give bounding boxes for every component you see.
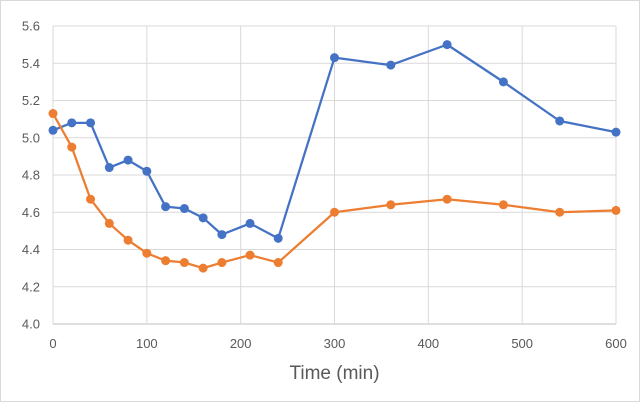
x-tick-label: 600: [605, 336, 627, 351]
data-point: [273, 258, 283, 268]
data-point: [555, 116, 565, 126]
data-point: [498, 200, 508, 210]
data-point: [104, 218, 114, 228]
data-point: [104, 163, 114, 173]
x-tick-label: 500: [511, 336, 533, 351]
y-tick-label: 5.0: [22, 130, 40, 145]
data-point: [386, 200, 396, 210]
x-tick-label: 100: [136, 336, 158, 351]
data-point: [611, 127, 621, 137]
data-point: [330, 207, 339, 217]
data-point: [123, 235, 133, 245]
data-point: [179, 258, 189, 268]
data-point: [386, 60, 396, 70]
data-point: [330, 53, 339, 63]
y-tick-label: 4.0: [22, 317, 40, 332]
data-point: [48, 109, 58, 119]
y-tick-label: 4.6: [22, 205, 40, 220]
data-point: [442, 194, 452, 204]
data-point: [555, 207, 565, 217]
data-point: [142, 248, 152, 258]
x-tick-label: 200: [230, 336, 252, 351]
data-point: [198, 213, 208, 223]
data-point: [67, 118, 77, 128]
data-point: [273, 233, 283, 243]
y-tick-label: 4.2: [22, 279, 40, 294]
series-1: [48, 40, 621, 243]
data-point: [179, 204, 189, 214]
y-tick-label: 4.8: [22, 168, 40, 183]
data-point: [442, 40, 452, 50]
y-tick-label: 5.6: [22, 19, 40, 34]
data-point: [611, 205, 621, 215]
x-axis-title: Time (min): [289, 363, 379, 384]
series-group: [48, 40, 621, 273]
x-tick-labels: 0 100 200 300 400 500 600: [49, 336, 626, 351]
data-point: [142, 166, 152, 176]
data-point: [86, 118, 96, 128]
series-2: [48, 109, 621, 273]
x-tick-label: 0: [49, 336, 56, 351]
data-point: [123, 155, 133, 165]
data-point: [198, 263, 208, 273]
y-tick-label: 5.4: [22, 56, 40, 71]
x-tick-label: 300: [324, 336, 346, 351]
data-point: [245, 218, 255, 228]
data-point: [161, 256, 171, 266]
data-point: [86, 194, 96, 204]
data-point: [67, 142, 77, 152]
data-point: [217, 258, 227, 268]
gridlines: [52, 25, 617, 325]
series-line: [52, 43, 617, 240]
data-point: [48, 125, 58, 135]
x-tick-label: 400: [417, 336, 439, 351]
data-point: [161, 202, 171, 212]
y-tick-label: 4.4: [22, 242, 40, 257]
y-tick-label: 5.2: [22, 93, 40, 108]
series-line: [52, 112, 617, 270]
data-point: [217, 230, 227, 240]
data-point: [498, 77, 508, 87]
y-tick-labels: 4.0 4.2 4.4 4.6 4.8 5.0 5.2 5.4 5.6: [22, 19, 40, 332]
data-point: [245, 250, 255, 260]
